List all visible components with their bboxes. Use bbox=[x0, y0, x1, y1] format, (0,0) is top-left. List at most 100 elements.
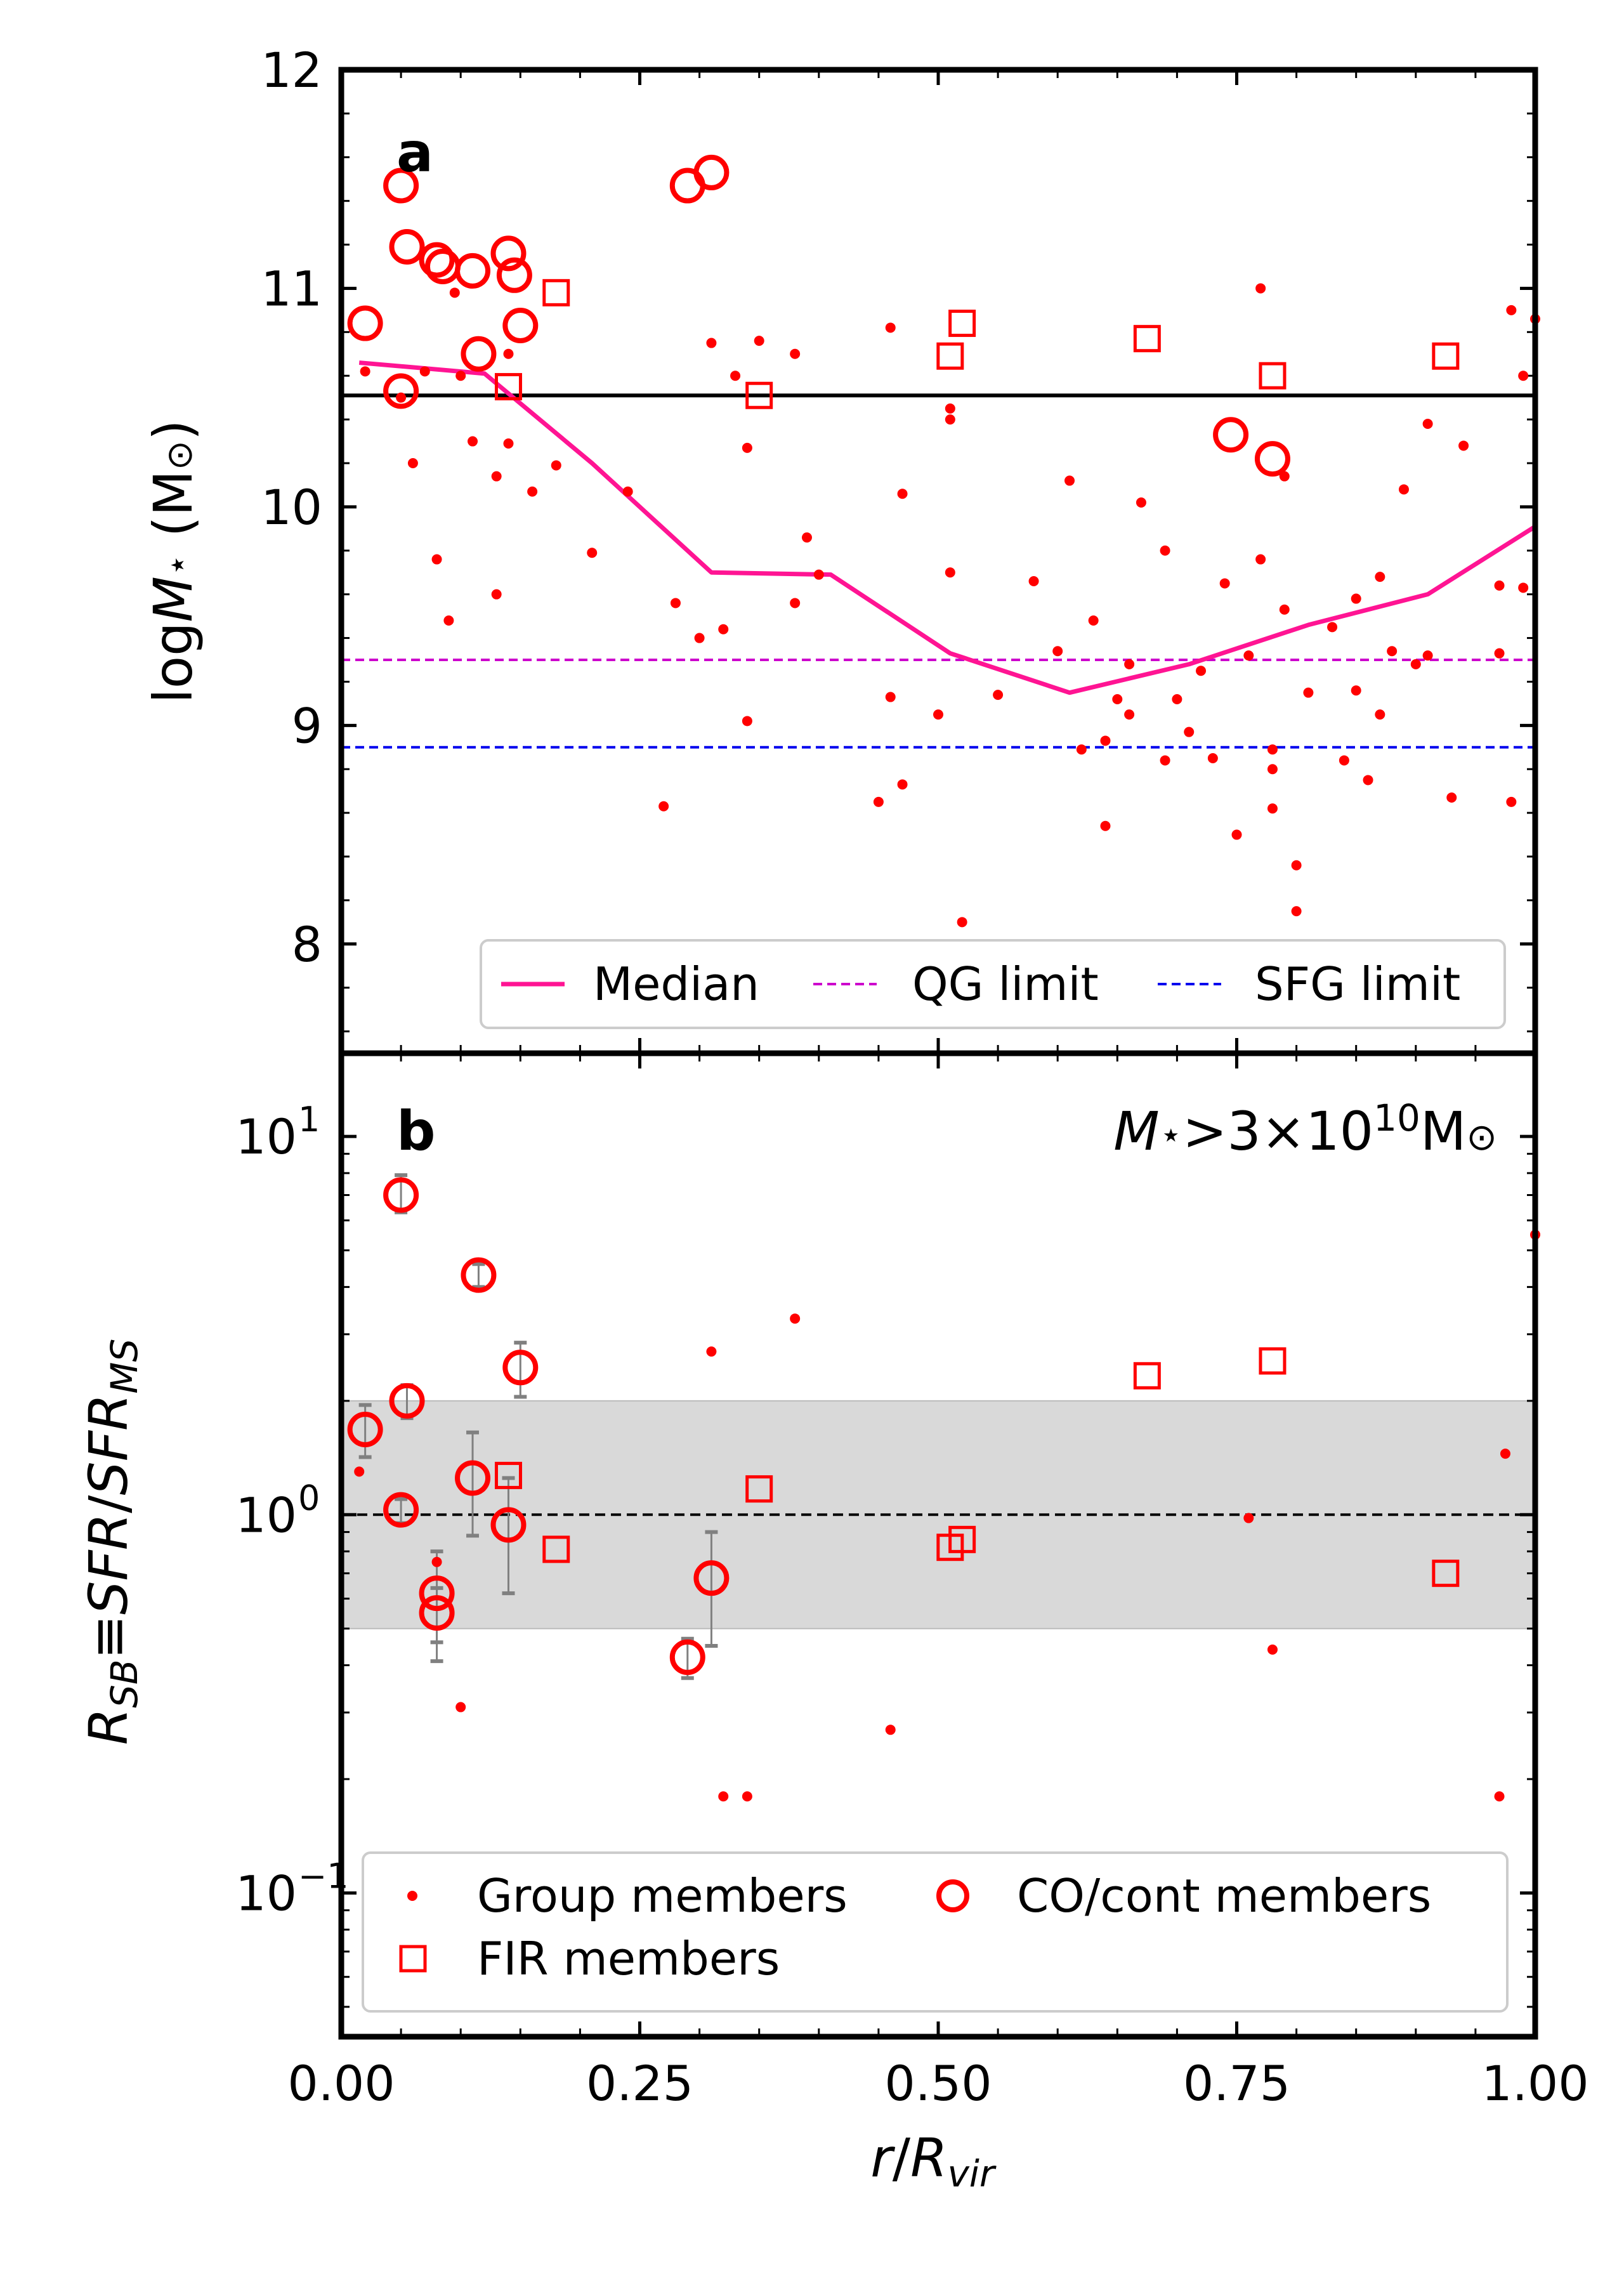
group-member-point bbox=[1028, 576, 1039, 586]
group-member-point bbox=[1243, 1513, 1254, 1523]
panel-b-xtick-label: 0.25 bbox=[586, 2055, 693, 2112]
group-member-point bbox=[1351, 685, 1361, 696]
panel-b-xtick-label: 0.75 bbox=[1183, 2055, 1290, 2112]
group-member-point bbox=[1172, 694, 1182, 704]
group-member-point bbox=[885, 1725, 896, 1735]
legend-fir-label: FIR members bbox=[477, 1932, 780, 1985]
co-member-point bbox=[419, 1575, 455, 1612]
group-member-point bbox=[449, 287, 460, 298]
group-member-point bbox=[1494, 580, 1505, 591]
group-member-point bbox=[873, 796, 884, 807]
co-member-point bbox=[383, 1492, 419, 1528]
group-member-point bbox=[885, 692, 896, 702]
group-member-point bbox=[622, 486, 633, 497]
co-member-point bbox=[383, 1177, 419, 1213]
panel-b-mass-cut-annotation: M⋆>3×1010M⊙ bbox=[1113, 1096, 1497, 1162]
group-member-point bbox=[801, 532, 812, 543]
panel-b-ytick-exponent: 1 bbox=[298, 1100, 320, 1140]
panel-a-fir-members bbox=[494, 279, 1460, 409]
co-member-point bbox=[693, 154, 730, 190]
co-member-point bbox=[455, 1460, 491, 1496]
group-member-point bbox=[1052, 646, 1063, 657]
panel-a-co-members bbox=[347, 154, 1290, 477]
panel-b-ytick-label: 10 bbox=[235, 1108, 297, 1165]
group-member-point bbox=[443, 615, 454, 626]
co-member-point bbox=[383, 168, 419, 204]
group-member-point bbox=[670, 598, 681, 608]
panel-a-ytick-label: 8 bbox=[292, 916, 322, 973]
group-member-point bbox=[1267, 1644, 1278, 1655]
group-member-point bbox=[718, 624, 729, 634]
group-member-point bbox=[1375, 572, 1385, 582]
panel-a-ylabel: logM⋆ (M⊙) bbox=[142, 419, 204, 703]
group-member-point bbox=[1196, 666, 1207, 676]
group-member-point bbox=[503, 348, 514, 359]
legend-co-swatch bbox=[936, 1879, 969, 1912]
group-member-point bbox=[1100, 820, 1111, 831]
group-member-point bbox=[754, 336, 764, 346]
panel-b-ytick-label: 10 bbox=[235, 1487, 297, 1543]
legend-b-frame bbox=[362, 1851, 1509, 2013]
panel-a-group-members bbox=[360, 283, 1540, 928]
co-member-point bbox=[502, 308, 539, 343]
fir-member-point bbox=[542, 279, 570, 306]
group-member-point bbox=[694, 633, 705, 643]
fir-member-point bbox=[745, 381, 773, 409]
panel-b-ytick-exponent: 0 bbox=[298, 1478, 320, 1518]
co-member-point bbox=[490, 1507, 527, 1543]
panel-b-ytick-exponent: −1 bbox=[298, 1856, 349, 1896]
group-member-point bbox=[658, 801, 669, 812]
group-member-point bbox=[1219, 578, 1230, 589]
group-member-point bbox=[897, 489, 908, 499]
legend-qg-label: QG limit bbox=[912, 957, 1099, 1011]
fir-member-point bbox=[948, 1525, 976, 1553]
panel-b: b M⋆>3×1010M⊙ Group members CO/cont memb… bbox=[77, 1050, 1589, 2195]
panel-a-background bbox=[341, 70, 1535, 1053]
fir-member-point bbox=[542, 1535, 570, 1563]
co-member-point bbox=[502, 1350, 539, 1386]
group-member-point bbox=[1351, 593, 1361, 604]
panel-b-legend: Group members CO/cont members FIR member… bbox=[362, 1851, 1509, 2013]
panel-a-label: a bbox=[396, 121, 433, 185]
group-member-point bbox=[790, 598, 801, 608]
fir-member-point bbox=[1432, 1560, 1460, 1587]
group-member-point bbox=[1100, 735, 1111, 746]
group-member-point bbox=[1506, 305, 1517, 315]
fir-member-point bbox=[745, 1475, 773, 1503]
legend-group-swatch bbox=[407, 1891, 417, 1901]
legend-median-label: Median bbox=[593, 957, 759, 1011]
panel-b-label: b bbox=[396, 1100, 436, 1163]
group-member-point bbox=[1422, 419, 1433, 429]
co-member-point bbox=[419, 242, 455, 278]
group-member-point bbox=[1458, 440, 1469, 451]
fir-member-point bbox=[1259, 362, 1287, 390]
co-member-point bbox=[389, 1383, 425, 1419]
fir-member-point bbox=[494, 372, 522, 400]
legend-a-frame bbox=[480, 939, 1506, 1029]
panel-a-lines bbox=[341, 360, 1536, 749]
group-member-point bbox=[706, 1346, 717, 1357]
group-member-point bbox=[718, 1791, 729, 1802]
group-member-point bbox=[742, 716, 752, 726]
co-member-point bbox=[455, 253, 491, 289]
group-member-point bbox=[1500, 1449, 1510, 1459]
fir-member-point bbox=[494, 1461, 522, 1489]
group-member-point bbox=[396, 392, 407, 403]
group-member-point bbox=[354, 1466, 365, 1477]
group-member-point bbox=[1267, 803, 1278, 814]
group-member-point bbox=[945, 403, 955, 414]
panel-b-ytick-label: 10 bbox=[235, 1865, 297, 1921]
group-member-point bbox=[1124, 659, 1135, 669]
group-member-point bbox=[407, 458, 418, 468]
panel-b-xtick-label: 0.00 bbox=[287, 2055, 395, 2112]
group-member-point bbox=[491, 471, 502, 482]
group-member-point bbox=[527, 486, 538, 497]
group-member-point bbox=[1291, 906, 1302, 917]
co-member-point bbox=[669, 1639, 705, 1675]
group-member-point bbox=[1387, 646, 1398, 657]
co-member-point bbox=[1213, 417, 1249, 453]
group-member-point bbox=[431, 1556, 442, 1567]
co-member-point bbox=[347, 305, 383, 341]
legend-sfg-label: SFG limit bbox=[1255, 957, 1460, 1011]
